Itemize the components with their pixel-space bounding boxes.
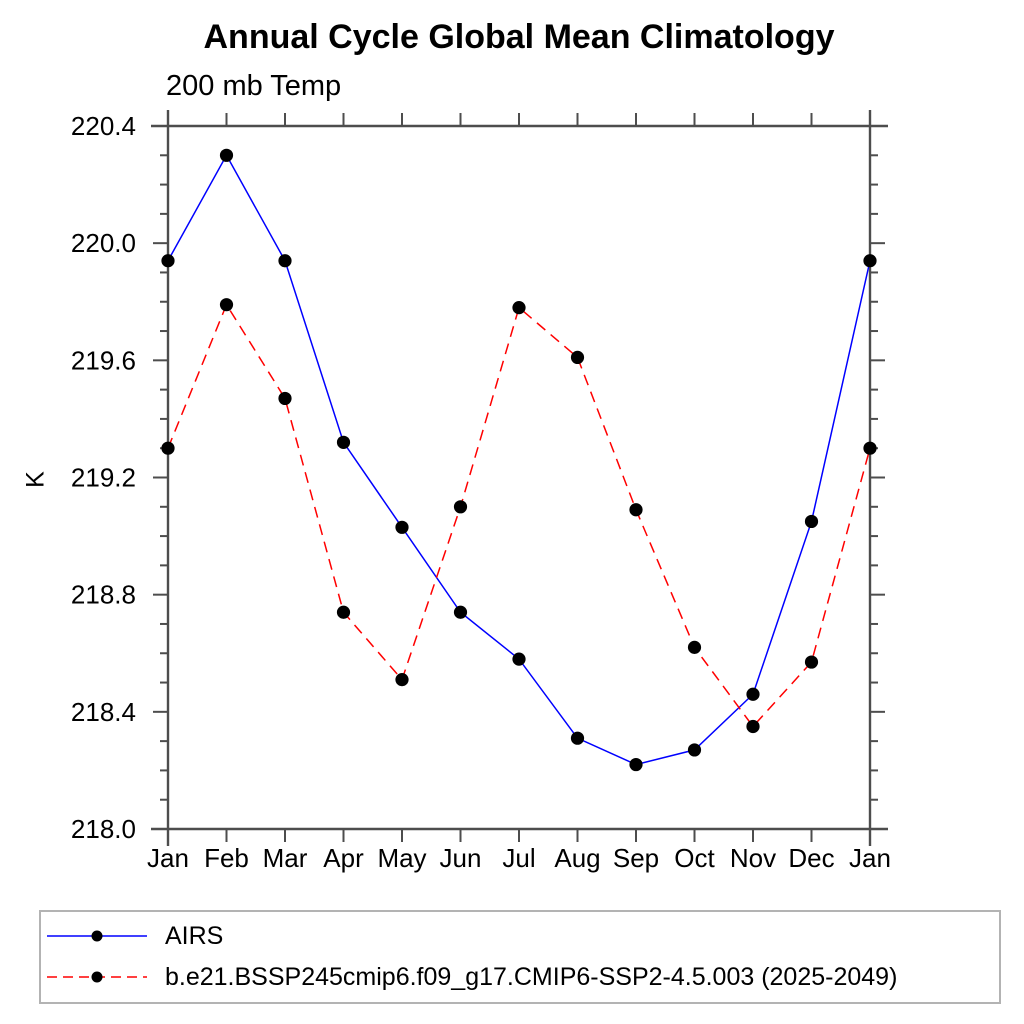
x-tick-label: Nov [730, 843, 776, 873]
x-tick-label: Feb [204, 843, 249, 873]
data-point-marker [219, 148, 234, 162]
x-tick-label: Oct [674, 843, 715, 873]
x-tick-label: Jul [502, 843, 535, 873]
legend-box: AIRS b.e21.BSSP245cmip6.f09_g17.CMIP6-SS… [39, 910, 1001, 1004]
x-tick-label: Aug [554, 843, 600, 873]
data-point-marker [804, 514, 819, 529]
data-point-marker [570, 731, 585, 745]
legend-item-model: b.e21.BSSP245cmip6.f09_g17.CMIP6-SSP2-4.… [47, 962, 898, 991]
data-point-marker [336, 605, 351, 619]
legend-item-airs: AIRS [47, 921, 224, 950]
data-point-marker [219, 298, 234, 312]
y-tick-label: 218.8 [71, 580, 136, 610]
data-point-marker [395, 520, 409, 534]
y-tick-label: 219.2 [71, 463, 136, 493]
data-point-marker [863, 254, 877, 268]
x-tick-label: Jun [440, 843, 482, 873]
data-point-marker [512, 301, 526, 315]
legend-label-airs: AIRS [165, 921, 224, 950]
data-point-marker [278, 391, 292, 406]
data-point-marker [336, 435, 351, 449]
y-tick-label: 220.0 [71, 228, 136, 258]
data-point-marker [161, 254, 175, 268]
series-line-airs [167, 153, 871, 766]
x-tick-label: Apr [323, 843, 364, 873]
data-point-marker [629, 503, 643, 517]
chart-title: Annual Cycle Global Mean Climatology [203, 18, 835, 56]
data-point-marker [687, 743, 702, 757]
data-point-marker [629, 757, 643, 772]
x-tick-label: May [377, 843, 426, 873]
legend-label-model: b.e21.BSSP245cmip6.f09_g17.CMIP6-SSP2-4.… [165, 962, 898, 991]
data-point-marker [746, 687, 760, 701]
data-point-marker [278, 254, 292, 268]
x-tick-label: Jan [849, 843, 891, 873]
x-tick-label: Mar [263, 843, 308, 873]
data-point-marker [512, 652, 526, 666]
data-point-marker [453, 605, 468, 619]
legend-line-sample-airs [47, 930, 147, 942]
legend-line-sample-model [47, 971, 147, 983]
data-point-marker [395, 673, 409, 687]
data-point-marker [161, 441, 175, 455]
chart-subtitle: 200 mb Temp [166, 70, 342, 102]
x-tick-label: Jan [147, 843, 189, 873]
data-point-marker [570, 350, 585, 365]
data-point-marker [804, 655, 819, 669]
data-point-marker [746, 719, 760, 734]
legend-marker-icon [91, 971, 103, 983]
data-point-marker [453, 500, 468, 514]
x-tick-label: Sep [613, 843, 659, 873]
legend-marker-icon [91, 930, 103, 942]
y-tick-label: 219.6 [71, 345, 136, 375]
y-tick-label: 220.4 [71, 111, 136, 141]
data-point-marker [863, 441, 877, 455]
data-point-marker [687, 640, 702, 654]
x-tick-label: Dec [788, 843, 834, 873]
y-tick-label: 218.0 [71, 814, 136, 844]
y-tick-label: 218.4 [71, 697, 136, 727]
